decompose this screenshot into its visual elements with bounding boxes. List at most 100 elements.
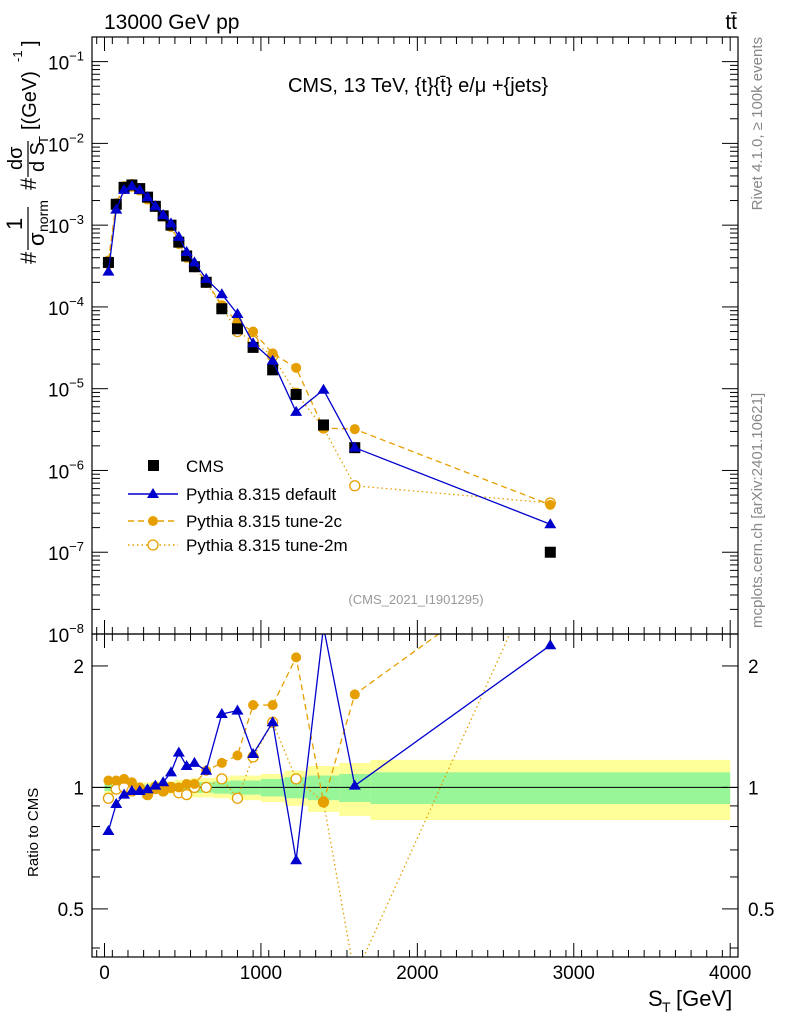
x-tick-label-2: 2000 bbox=[396, 963, 438, 984]
main-y-tick-label-2: 10−6 bbox=[48, 457, 84, 483]
main-point-tune2c-15 bbox=[248, 326, 259, 337]
energy-label: 13000 GeV pp bbox=[104, 11, 239, 34]
main-point-tune2c-20 bbox=[545, 499, 556, 510]
main-point-default-13 bbox=[215, 288, 228, 299]
analysis-id: (CMS_2021_I1901295) bbox=[348, 592, 483, 607]
main-y-tick-label-6: 10−2 bbox=[48, 130, 84, 156]
ratio-point-default-16 bbox=[266, 716, 279, 727]
main-y-tick-label-7: 10−1 bbox=[48, 49, 84, 75]
ratio-point-tune2c-18 bbox=[318, 797, 329, 808]
main-y-tick-label-0: 10−8 bbox=[48, 621, 84, 647]
main-y-tick-label-4: 10−4 bbox=[48, 294, 84, 320]
axis-ticks: 0 1000 2000 3000 4000 10−8 10−7 10−6 10−5 10−4 10−… bbox=[48, 36, 774, 984]
ratio-y-tick-label-left-0: 0.5 bbox=[58, 900, 84, 921]
ratio-panel-marks bbox=[102, 634, 557, 957]
ratio-point-tune2m-12 bbox=[200, 781, 212, 794]
legend-marker-tune2c bbox=[148, 516, 158, 526]
ratio-point-tune2c-2 bbox=[119, 773, 130, 784]
x-axis-label-main: S bbox=[648, 986, 663, 1011]
ratio-point-default-11 bbox=[188, 756, 201, 767]
main-point-tune2c-16 bbox=[267, 348, 278, 359]
main-point-data-9 bbox=[173, 236, 185, 248]
main-point-data-11 bbox=[188, 261, 200, 273]
legend-marker-cms bbox=[148, 460, 159, 471]
ratio-point-default-20 bbox=[544, 639, 557, 650]
main-point-default-15 bbox=[247, 337, 260, 348]
main-y-tick-label-5: 10−3 bbox=[48, 212, 84, 238]
main-point-tune2c-17 bbox=[291, 362, 302, 373]
legend-label-tune2c: Pythia 8.315 tune-2c bbox=[186, 512, 342, 531]
main-y-tick-label-3: 10−5 bbox=[48, 376, 84, 402]
ratio-point-tune2c-7 bbox=[158, 785, 169, 796]
svg-text:σ: σ bbox=[24, 232, 49, 246]
main-point-default-3 bbox=[125, 180, 138, 191]
process-label: tt̄ bbox=[725, 11, 737, 34]
main-point-default-16 bbox=[266, 354, 279, 365]
ratio-point-tune2c-10 bbox=[181, 778, 192, 789]
ratio-point-tune2c-15 bbox=[248, 700, 259, 711]
main-point-default-20 bbox=[544, 518, 557, 529]
ratio-point-default-17 bbox=[290, 854, 303, 865]
main-point-data-20 bbox=[544, 546, 556, 558]
x-axis-label: S T [GeV] bbox=[648, 986, 732, 1015]
ratio-point-default-3 bbox=[125, 784, 138, 795]
ratio-point-tune2c-3 bbox=[126, 777, 137, 788]
main-point-default-19 bbox=[348, 441, 361, 452]
ratio-point-tune2c-16 bbox=[267, 700, 278, 711]
main-point-data-13 bbox=[216, 303, 228, 315]
legend-entry-default: Pythia 8.315 default bbox=[128, 485, 337, 504]
main-point-default-17 bbox=[290, 405, 303, 416]
ratio-point-tune2c-11 bbox=[189, 778, 200, 789]
main-point-data-17 bbox=[290, 388, 302, 400]
ratio-y-axis-label: Ratio to CMS bbox=[25, 788, 42, 877]
ratio-point-default-7 bbox=[157, 776, 170, 787]
ratio-point-tune2m-0 bbox=[102, 792, 115, 804]
svg-text:1: 1 bbox=[2, 218, 27, 230]
x-tick-label-3: 3000 bbox=[553, 963, 595, 984]
ratio-panel-frame bbox=[91, 633, 739, 958]
main-point-default-4 bbox=[133, 183, 146, 194]
svg-text:#: # bbox=[16, 251, 41, 264]
ratio-point-default-15 bbox=[247, 748, 260, 759]
main-point-default-8 bbox=[164, 217, 177, 228]
ratio-point-default-5 bbox=[141, 783, 154, 794]
main-point-default-14 bbox=[231, 307, 244, 318]
ratio-point-default-2 bbox=[118, 788, 131, 799]
ratio-point-default-9 bbox=[172, 746, 185, 757]
legend-entry-tune2m: Pythia 8.315 tune-2m bbox=[128, 536, 348, 555]
ratio-y-tick-label-right-0: 0.5 bbox=[748, 900, 774, 921]
ratio-point-tune2c-14 bbox=[232, 750, 243, 761]
ratio-point-default-1 bbox=[110, 797, 123, 808]
ratio-point-tune2c-9 bbox=[173, 782, 184, 793]
ratio-y-tick-label-left-2: 2 bbox=[73, 657, 84, 678]
legend-marker-tune2m bbox=[147, 539, 159, 551]
main-point-data-15 bbox=[247, 341, 259, 353]
main-point-data-14 bbox=[231, 323, 243, 335]
ratio-point-tune2m-14 bbox=[231, 792, 244, 804]
ratio-point-default-19 bbox=[348, 779, 361, 790]
main-point-data-0 bbox=[102, 256, 114, 268]
ratio-point-default-10 bbox=[180, 760, 193, 771]
ratio-line-default bbox=[107, 634, 551, 861]
ratio-point-tune2c-17 bbox=[291, 652, 302, 663]
x-tick-label-1: 1000 bbox=[240, 963, 282, 984]
svg-text:[(GeV): [(GeV) bbox=[19, 71, 41, 130]
main-panel-marks bbox=[102, 178, 557, 558]
ratio-y-tick-label-right-1: 1 bbox=[748, 778, 759, 799]
x-tick-label-4: 4000 bbox=[709, 963, 751, 984]
main-point-default-6 bbox=[149, 200, 162, 211]
ratio-band-inner-12 bbox=[370, 772, 731, 804]
ratio-point-tune2c-1 bbox=[111, 775, 122, 786]
legend-marker-default bbox=[147, 488, 159, 498]
main-point-default-12 bbox=[200, 272, 213, 283]
svg-text:d S: d S bbox=[27, 142, 49, 172]
ratio-point-tune2c-8 bbox=[165, 782, 176, 793]
ratio-point-tune2c-13 bbox=[216, 757, 227, 768]
ratio-point-tune2m-17 bbox=[290, 773, 302, 785]
svg-text:-1: -1 bbox=[10, 50, 25, 62]
main-point-default-1 bbox=[110, 203, 123, 214]
main-point-default-2 bbox=[118, 183, 131, 194]
ratio-point-tune2m-10 bbox=[180, 788, 193, 801]
svg-text:#: # bbox=[16, 177, 41, 190]
